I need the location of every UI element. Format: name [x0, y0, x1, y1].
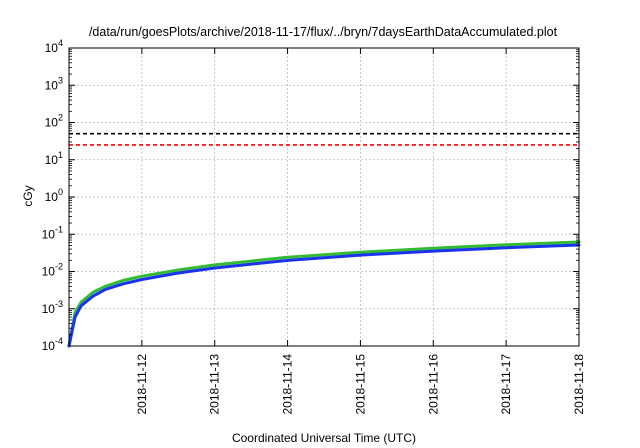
- y-axis-label: cGy: [21, 185, 35, 206]
- x-tick-label: 2018-11-12: [135, 354, 149, 415]
- y-tick-label-base: 10: [42, 265, 56, 279]
- series-lines: [67, 240, 581, 348]
- chart-title: /data/run/goesPlots/archive/2018-11-17/f…: [89, 25, 558, 39]
- grid: [69, 48, 579, 346]
- y-tick-label-exponent: -4: [55, 336, 63, 346]
- y-tick-label-base: 10: [42, 227, 56, 241]
- y-tick-label: 102: [45, 113, 63, 130]
- x-tick-label: 2018-11-16: [426, 354, 440, 415]
- x-axis-label: Coordinated Universal Time (UTC): [232, 431, 416, 445]
- y-tick-label: 10-2: [42, 262, 63, 279]
- x-tick-label: 2018-11-15: [353, 354, 367, 415]
- y-tick-label-exponent: 4: [58, 38, 63, 48]
- y-tick-label: 104: [45, 38, 63, 55]
- y-tick-label: 10-4: [42, 336, 63, 353]
- reference-lines: [69, 132, 579, 146]
- y-tick-label-exponent: -1: [55, 224, 63, 234]
- y-tick-label-exponent: 2: [58, 113, 63, 123]
- y-tick-label: 10-3: [42, 299, 63, 316]
- x-tick-label: 2018-11-18: [572, 354, 586, 415]
- y-tick-label: 10-1: [42, 224, 63, 241]
- x-axis-ticks: 2018-11-12 2018-11-13 2018-11-14 2018-11-15…: [135, 48, 586, 415]
- y-tick-label-base: 10: [45, 116, 59, 130]
- x-tick-label: 2018-11-13: [208, 354, 222, 415]
- y-tick-label-base: 10: [45, 190, 59, 204]
- x-tick-label: 2018-11-14: [281, 354, 295, 415]
- y-tick-label: 101: [45, 150, 63, 167]
- y-tick-label: 100: [45, 187, 63, 204]
- y-tick-label-exponent: -3: [55, 299, 63, 309]
- y-tick-label: 103: [45, 75, 63, 92]
- y-tick-label-base: 10: [42, 302, 56, 316]
- y-tick-label-exponent: -2: [55, 262, 63, 272]
- y-tick-label-base: 10: [45, 78, 59, 92]
- y-tick-label-base: 10: [42, 339, 56, 353]
- series-line: [67, 243, 581, 348]
- y-tick-label-exponent: 0: [58, 187, 63, 197]
- y-tick-label-exponent: 3: [58, 75, 63, 85]
- x-tick-label: 2018-11-17: [499, 354, 513, 415]
- y-tick-label-exponent: 1: [58, 150, 63, 160]
- y-tick-label-base: 10: [45, 41, 59, 55]
- series-line: [67, 240, 581, 348]
- y-tick-label-base: 10: [45, 153, 59, 167]
